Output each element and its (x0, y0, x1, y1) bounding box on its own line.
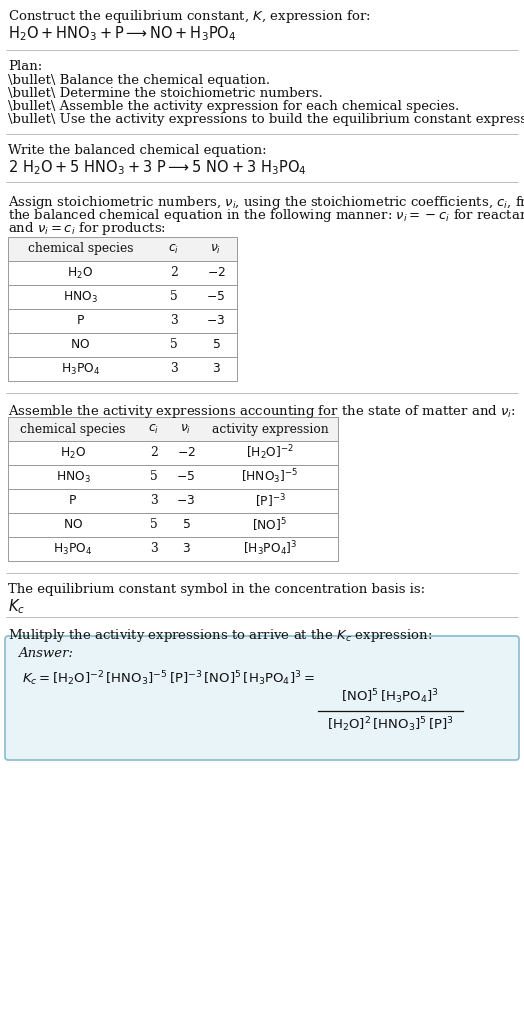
Text: 5: 5 (150, 471, 158, 484)
Text: $\mathrm{P}$: $\mathrm{P}$ (69, 494, 78, 507)
Text: Mulitply the activity expressions to arrive at the $K_c$ expression:: Mulitply the activity expressions to arr… (8, 627, 432, 644)
Text: \bullet\ Balance the chemical equation.: \bullet\ Balance the chemical equation. (8, 74, 270, 87)
Text: $c_i$: $c_i$ (169, 242, 180, 255)
Bar (8, 237, 237, 261)
Text: 5: 5 (170, 339, 178, 351)
Text: The equilibrium constant symbol in the concentration basis is:: The equilibrium constant symbol in the c… (8, 583, 425, 596)
Text: $\mathrm{H_3PO_4}$: $\mathrm{H_3PO_4}$ (53, 541, 93, 556)
Text: and $\nu_i = c_i$ for products:: and $\nu_i = c_i$ for products: (8, 220, 166, 237)
Text: $-5$: $-5$ (206, 291, 225, 303)
Text: $[\mathrm{H_2O}]^2\,[\mathrm{HNO_3}]^5\,[\mathrm{P}]^3$: $[\mathrm{H_2O}]^2\,[\mathrm{HNO_3}]^5\,… (326, 716, 453, 734)
Text: 3: 3 (170, 362, 178, 376)
Text: $-3$: $-3$ (177, 494, 195, 507)
Text: \bullet\ Use the activity expressions to build the equilibrium constant expressi: \bullet\ Use the activity expressions to… (8, 113, 524, 126)
Bar (8, 417, 338, 441)
Text: $-3$: $-3$ (206, 314, 225, 328)
Text: $\mathrm{P}$: $\mathrm{P}$ (76, 314, 85, 328)
Text: $\mathrm{NO}$: $\mathrm{NO}$ (63, 519, 83, 532)
Text: $K_c$: $K_c$ (8, 597, 25, 616)
Text: 3: 3 (170, 314, 178, 328)
Text: $\mathrm{NO}$: $\mathrm{NO}$ (71, 339, 91, 351)
Text: 5: 5 (170, 291, 178, 303)
Bar (8, 333, 237, 357)
Text: $\mathrm{H_2O}$: $\mathrm{H_2O}$ (60, 445, 86, 460)
Text: $[\mathrm{NO}]^{5}$: $[\mathrm{NO}]^{5}$ (253, 517, 288, 534)
Bar (8, 465, 338, 489)
Text: $-2$: $-2$ (177, 446, 195, 459)
Text: $\mathrm{H_2O + HNO_3 + P \longrightarrow NO + H_3PO_4}$: $\mathrm{H_2O + HNO_3 + P \longrightarro… (8, 25, 236, 43)
Text: 3: 3 (150, 494, 158, 507)
Text: $3$: $3$ (182, 542, 190, 555)
Bar (8, 489, 338, 513)
Text: $\mathrm{H_3PO_4}$: $\mathrm{H_3PO_4}$ (61, 361, 100, 377)
Bar (8, 513, 338, 537)
Text: Write the balanced chemical equation:: Write the balanced chemical equation: (8, 144, 267, 157)
Text: $[\mathrm{HNO_3}]^{-5}$: $[\mathrm{HNO_3}]^{-5}$ (241, 468, 299, 486)
Text: $K_c = [\mathrm{H_2O}]^{-2}\,[\mathrm{HNO_3}]^{-5}\,[\mathrm{P}]^{-3}\,[\mathrm{: $K_c = [\mathrm{H_2O}]^{-2}\,[\mathrm{HN… (22, 669, 315, 688)
Text: chemical species: chemical species (20, 423, 126, 436)
Text: Assemble the activity expressions accounting for the state of matter and $\nu_i$: Assemble the activity expressions accoun… (8, 403, 516, 420)
Text: $[\mathrm{H_3PO_4}]^{3}$: $[\mathrm{H_3PO_4}]^{3}$ (243, 540, 297, 558)
Text: \bullet\ Assemble the activity expression for each chemical species.: \bullet\ Assemble the activity expressio… (8, 100, 459, 113)
Text: \bullet\ Determine the stoichiometric numbers.: \bullet\ Determine the stoichiometric nu… (8, 87, 323, 100)
Text: $\mathrm{HNO_3}$: $\mathrm{HNO_3}$ (56, 470, 91, 485)
Text: 5: 5 (150, 519, 158, 532)
Text: $5$: $5$ (212, 339, 221, 351)
Text: Answer:: Answer: (18, 647, 73, 660)
Text: $\mathrm{H_2O}$: $\mathrm{H_2O}$ (68, 265, 93, 281)
Bar (8, 261, 237, 285)
Text: activity expression: activity expression (212, 423, 329, 436)
Bar (8, 309, 237, 333)
Text: $\mathrm{HNO_3}$: $\mathrm{HNO_3}$ (63, 289, 98, 304)
Text: $[\mathrm{P}]^{-3}$: $[\mathrm{P}]^{-3}$ (255, 492, 286, 509)
Text: 3: 3 (150, 542, 158, 555)
Text: $[\mathrm{NO}]^5\,[\mathrm{H_3PO_4}]^3$: $[\mathrm{NO}]^5\,[\mathrm{H_3PO_4}]^3$ (341, 688, 439, 707)
Text: Assign stoichiometric numbers, $\nu_i$, using the stoichiometric coefficients, $: Assign stoichiometric numbers, $\nu_i$, … (8, 194, 524, 211)
Text: $\nu_i$: $\nu_i$ (211, 242, 222, 255)
Bar (8, 285, 237, 309)
Text: $\mathrm{2\ H_2O + 5\ HNO_3 + 3\ P \longrightarrow 5\ NO + 3\ H_3PO_4}$: $\mathrm{2\ H_2O + 5\ HNO_3 + 3\ P \long… (8, 158, 307, 177)
Text: Construct the equilibrium constant, $K$, expression for:: Construct the equilibrium constant, $K$,… (8, 8, 370, 25)
Text: the balanced chemical equation in the following manner: $\nu_i = -c_i$ for react: the balanced chemical equation in the fo… (8, 207, 524, 224)
Text: Plan:: Plan: (8, 60, 42, 72)
Text: 2: 2 (150, 446, 158, 459)
Text: 2: 2 (170, 266, 178, 280)
FancyBboxPatch shape (5, 636, 519, 760)
Bar (8, 441, 338, 465)
Text: $3$: $3$ (212, 362, 221, 376)
Bar (8, 357, 237, 381)
Text: $-5$: $-5$ (177, 471, 195, 484)
Text: chemical species: chemical species (28, 243, 133, 255)
Text: $5$: $5$ (182, 519, 190, 532)
Bar (8, 537, 338, 561)
Text: $c_i$: $c_i$ (148, 423, 159, 436)
Text: $[\mathrm{H_2O}]^{-2}$: $[\mathrm{H_2O}]^{-2}$ (246, 444, 294, 463)
Text: $\nu_i$: $\nu_i$ (180, 423, 192, 436)
Text: $-2$: $-2$ (206, 266, 225, 280)
